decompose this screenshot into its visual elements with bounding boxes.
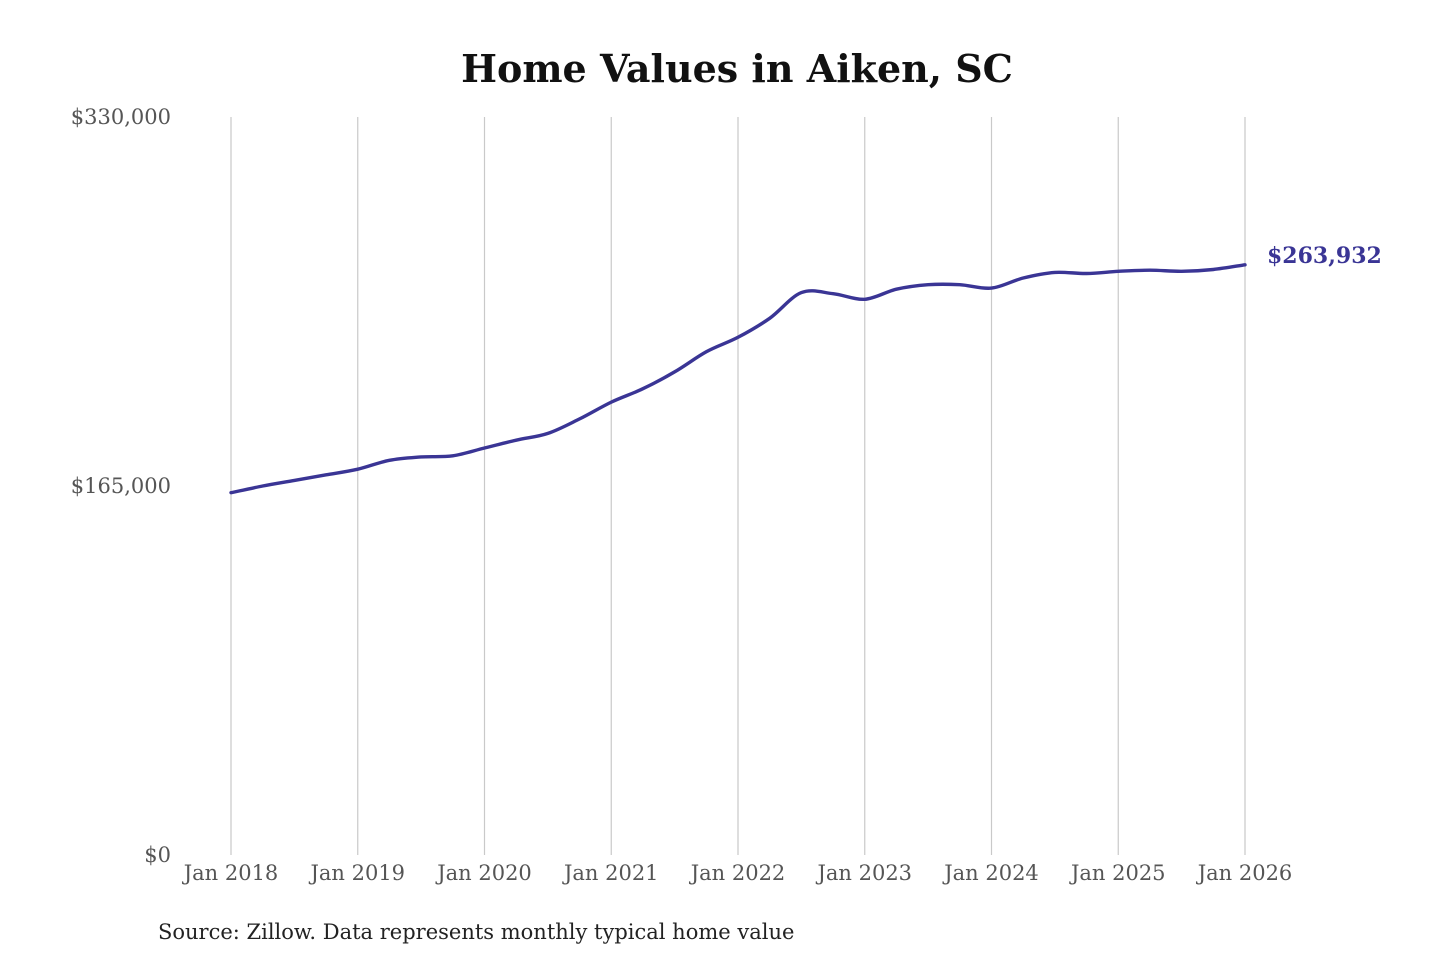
chart-title: Home Values in Aiken, SC (461, 46, 1013, 91)
source-note: Source: Zillow. Data represents monthly … (158, 920, 794, 944)
x-tick-label: Jan 2020 (435, 861, 532, 885)
y-tick-label: $0 (144, 843, 171, 867)
x-tick-label: Jan 2022 (689, 861, 786, 885)
x-tick-label: Jan 2019 (308, 861, 405, 885)
series-line (229, 263, 1247, 495)
x-tick-label: Jan 2026 (1196, 861, 1293, 885)
x-tick-label: Jan 2018 (182, 861, 279, 885)
y-tick-label: $330,000 (71, 105, 171, 129)
x-axis-ticks: Jan 2018 Jan 2019 Jan 2020 Jan 2021 Jan 2022… (182, 861, 1293, 885)
x-tick-label: Jan 2025 (1069, 861, 1166, 885)
x-tick-label: Jan 2024 (942, 861, 1039, 885)
grid-lines (230, 117, 1246, 855)
y-tick-label: $165,000 (71, 474, 171, 498)
x-tick-label: Jan 2021 (562, 861, 659, 885)
x-tick-label: Jan 2023 (815, 861, 912, 885)
end-value-label: $263,932 (1267, 243, 1382, 269)
y-axis-ticks: $0 $165,000 $330,000 (71, 105, 171, 867)
